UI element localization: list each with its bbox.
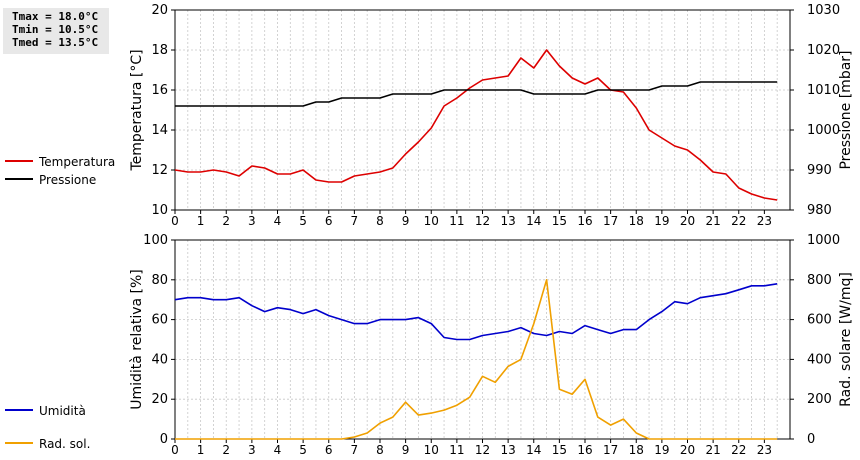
- y-tick-label: 80: [151, 273, 168, 288]
- x-tick-label: 16: [577, 443, 592, 457]
- legend-label-pressione: Pressione: [39, 173, 96, 187]
- x-tick-label: 7: [351, 443, 359, 457]
- x-tick-label: 17: [603, 443, 618, 457]
- x-tick-label: 11: [449, 443, 464, 457]
- y-tick-label: 14: [151, 123, 168, 138]
- x-tick-label: 4: [274, 214, 282, 228]
- legend-label-rad-sol: Rad. sol.: [39, 437, 90, 451]
- series-line-temperatura: [174, 49, 778, 201]
- legend-item: Umidità: [5, 404, 86, 418]
- y2-tick-label: 400: [807, 352, 832, 367]
- x-tick-label: 5: [299, 214, 307, 228]
- y2-tick-label: 1000: [807, 233, 840, 248]
- x-tick-label: 23: [757, 214, 772, 228]
- y2-tick-label: 1020: [807, 43, 840, 58]
- y2-tick-label: 980: [807, 203, 832, 218]
- series-line-umidit: [174, 283, 778, 341]
- x-tick-label: 2: [222, 443, 230, 457]
- x-tick-label: 21: [705, 214, 720, 228]
- y2-tick-label: 1030: [807, 3, 840, 18]
- y-tick-label: 12: [151, 163, 168, 178]
- stat-tmed: Tmed = 13.5°C: [12, 36, 99, 49]
- y-tick-label: 60: [151, 313, 168, 328]
- x-tick-label: 22: [731, 214, 746, 228]
- legend-item: Temperatura: [5, 155, 115, 169]
- x-tick-label: 15: [552, 443, 567, 457]
- x-tick-label: 0: [171, 214, 179, 228]
- x-tick-label: 8: [376, 443, 384, 457]
- y-axis-title: Umidità relativa [%]: [129, 269, 145, 410]
- y2-axis-title: Rad. solare [W/mq]: [838, 272, 854, 407]
- x-tick-label: 1: [197, 443, 205, 457]
- y2-tick-label: 800: [807, 273, 832, 288]
- stats-box: Tmax = 18.0°C Tmin = 10.5°C Tmed = 13.5°…: [3, 8, 109, 54]
- x-tick-label: 14: [526, 443, 541, 457]
- y-tick-label: 18: [151, 43, 168, 58]
- legend-item: Pressione: [5, 173, 96, 187]
- x-tick-label: 4: [274, 443, 282, 457]
- x-tick-label: 7: [351, 214, 359, 228]
- y2-tick-label: 200: [807, 392, 832, 407]
- y2-tick-label: 1010: [807, 83, 840, 98]
- x-tick-label: 6: [325, 214, 333, 228]
- y-tick-label: 10: [151, 203, 168, 218]
- x-tick-label: 10: [424, 214, 439, 228]
- y-tick-label: 16: [151, 83, 168, 98]
- x-tick-label: 13: [500, 443, 515, 457]
- y-tick-label: 100: [143, 233, 168, 248]
- x-tick-label: 2: [222, 214, 230, 228]
- series-line-rad-sol: [175, 278, 778, 440]
- x-tick-label: 13: [500, 214, 515, 228]
- x-tick-label: 20: [680, 443, 695, 457]
- x-tick-label: 8: [376, 214, 384, 228]
- y2-tick-label: 990: [807, 163, 832, 178]
- y2-tick-label: 600: [807, 313, 832, 328]
- x-tick-label: 9: [402, 443, 410, 457]
- x-tick-label: 3: [248, 443, 256, 457]
- x-tick-label: 18: [629, 214, 644, 228]
- x-tick-label: 21: [705, 443, 720, 457]
- x-tick-label: 12: [475, 214, 490, 228]
- stat-tmin: Tmin = 10.5°C: [12, 23, 99, 36]
- y2-tick-label: 1000: [807, 123, 840, 138]
- x-tick-label: 10: [424, 443, 439, 457]
- x-tick-label: 3: [248, 214, 256, 228]
- y-tick-label: 20: [151, 392, 168, 407]
- y2-axis-title: Pressione [mbar]: [838, 50, 854, 169]
- y-tick-label: 40: [151, 352, 168, 367]
- x-tick-label: 19: [654, 214, 669, 228]
- x-tick-label: 17: [603, 214, 618, 228]
- x-tick-label: 0: [171, 443, 179, 457]
- x-tick-label: 18: [629, 443, 644, 457]
- series-line-pressione: [175, 81, 778, 107]
- x-tick-label: 12: [475, 443, 490, 457]
- legend-item: Rad. sol.: [5, 437, 90, 451]
- x-tick-label: 22: [731, 443, 746, 457]
- x-tick-label: 9: [402, 214, 410, 228]
- x-tick-label: 16: [577, 214, 592, 228]
- legend-label-temperatura: Temperatura: [38, 155, 115, 169]
- x-tick-label: 6: [325, 443, 333, 457]
- x-tick-label: 19: [654, 443, 669, 457]
- stat-tmax: Tmax = 18.0°C: [12, 10, 99, 23]
- x-tick-label: 14: [526, 214, 541, 228]
- x-tick-label: 11: [449, 214, 464, 228]
- y-axis-title: Temperatura [°C]: [129, 49, 145, 171]
- x-tick-label: 23: [757, 443, 772, 457]
- y-tick-label: 0: [160, 432, 168, 447]
- x-tick-label: 1: [197, 214, 205, 228]
- y2-tick-label: 0: [807, 432, 815, 447]
- x-tick-label: 20: [680, 214, 695, 228]
- x-tick-label: 15: [552, 214, 567, 228]
- y-tick-label: 20: [151, 3, 168, 18]
- legend-label-umidit: Umidità: [39, 404, 86, 418]
- x-tick-label: 5: [299, 443, 307, 457]
